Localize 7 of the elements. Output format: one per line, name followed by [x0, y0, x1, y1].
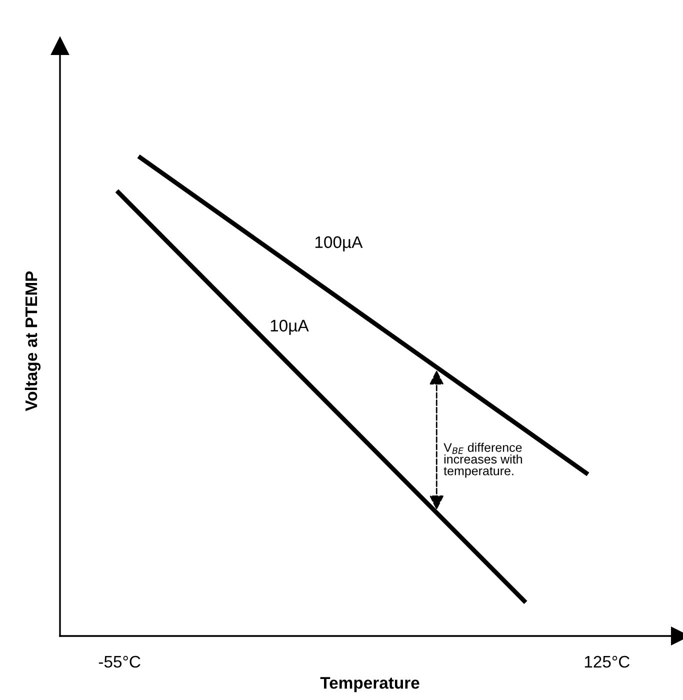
- x-tick-label: -55°C: [98, 656, 140, 668]
- series-label: 10µA: [270, 320, 309, 335]
- x-tick-label: 125°C: [584, 656, 630, 668]
- y-axis-title: Voltage at PTEMP: [24, 271, 41, 412]
- annotation: V$_{BE}$ difference increases with temperature.: [444, 442, 522, 478]
- series-label: 100µA: [315, 236, 363, 252]
- x-axis-title: Temperature: [320, 677, 420, 692]
